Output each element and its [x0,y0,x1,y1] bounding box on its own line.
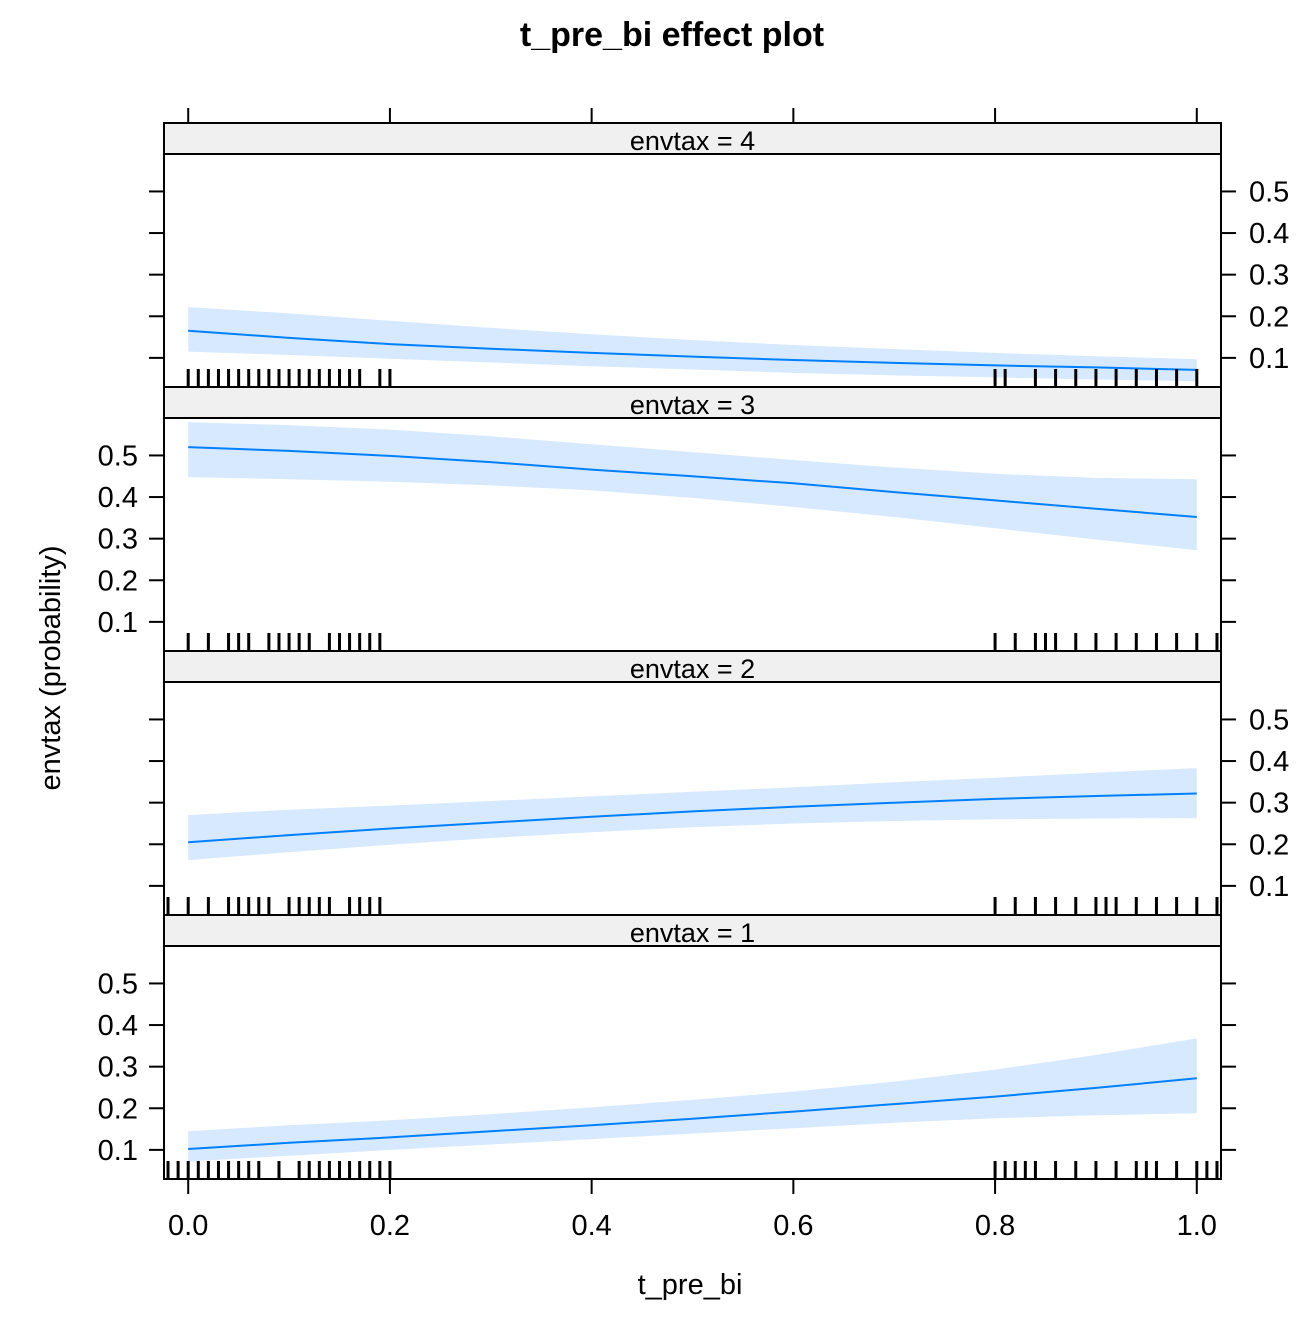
panel-strip-label: envtax = 2 [630,654,755,684]
x-tick-label: 0.2 [370,1210,410,1242]
y-tick-label: 0.2 [1249,301,1289,333]
panel: envtax = 2 [149,650,1236,916]
y-tick-label: 0.5 [1249,704,1289,736]
y-tick-label: 0.1 [1249,343,1289,375]
panel-strip-label: envtax = 1 [630,918,755,948]
panel: envtax = 4 [149,122,1236,388]
x-tick-label: 0.0 [168,1210,208,1242]
x-axis-label: t_pre_bi [638,1269,743,1301]
y-tick-label: 0.4 [98,482,138,514]
fit-line [188,329,1197,371]
y-tick-label: 0.5 [98,968,138,1000]
panel-strip [163,386,1222,419]
y-tick-label: 0.3 [98,1052,138,1084]
plot-area: envtax = 4 0.1 0.2 0.3 0.4 0.5 envtax = 3 0.1 0.… [98,108,1289,1242]
y-tick-label: 0.5 [98,440,138,472]
panel-strip-label: envtax = 3 [630,390,755,420]
confidence-band [188,768,1197,861]
x-tick-label: 0.8 [975,1210,1015,1242]
x-tick-label: 0.4 [571,1210,611,1242]
chart-title: t_pre_bi effect plot [520,16,824,54]
confidence-band [188,1038,1197,1162]
confidence-band [188,307,1197,382]
y-tick-label: 0.2 [98,1093,138,1125]
y-tick-label: 0.3 [1249,260,1289,292]
panel: envtax = 1 [149,914,1236,1180]
y-tick-label: 0.5 [1249,176,1289,208]
confidence-band [188,422,1197,551]
y-tick-label: 0.1 [98,607,138,639]
panel-strip-label: envtax = 4 [630,126,755,156]
y-axis-label: envtax (probability) [35,546,67,791]
y-tick-label: 0.1 [1249,871,1289,903]
fit-line [188,1077,1197,1150]
fit-line [188,792,1197,844]
panel-frame [163,945,1222,1180]
y-tick-label: 0.3 [1249,788,1289,820]
x-tick-label: 0.6 [773,1210,813,1242]
panel-strip [163,650,1222,683]
y-tick-label: 0.1 [98,1135,138,1167]
panel-strip [163,122,1222,155]
y-tick-label: 0.2 [98,565,138,597]
fit-line [188,446,1197,518]
y-tick-label: 0.3 [98,524,138,556]
y-tick-label: 0.4 [98,1010,138,1042]
y-tick-label: 0.4 [1249,218,1289,250]
panel: envtax = 3 [149,386,1236,652]
y-tick-label: 0.4 [1249,746,1289,778]
y-tick-label: 0.2 [1249,829,1289,861]
x-tick-label: 1.0 [1177,1210,1217,1242]
